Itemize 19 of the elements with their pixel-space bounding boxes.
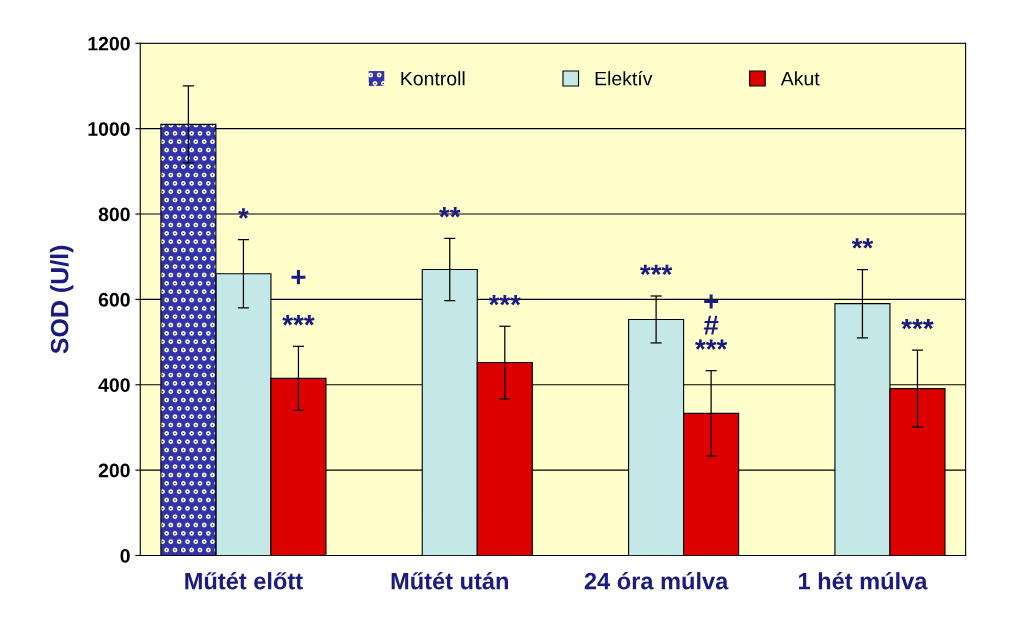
x-tick-label: 1 hét múlva [798, 571, 928, 590]
y-tick-label: 200 [98, 463, 130, 478]
y-tick-label: 0 [120, 548, 130, 563]
x-tick-label: Műtét után [391, 571, 508, 590]
data-label: ** [851, 238, 874, 249]
y-tick-label: 600 [98, 292, 130, 307]
legend-label: Akut [780, 71, 820, 86]
y-axis-title: SOD (U/l) [50, 245, 74, 354]
legend-label: Elektív [595, 70, 653, 86]
y-tick-label: 400 [98, 378, 130, 392]
x-tick-label: 24 óra múlva [584, 571, 729, 590]
data-label: + *** [282, 270, 315, 326]
x-tick-label: Műtét előtt [185, 571, 303, 590]
data-label: *** [901, 318, 934, 330]
y-tick-label: 800 [98, 207, 130, 222]
data-label: *** [639, 264, 673, 276]
y-tick-label: 1200 [88, 36, 130, 51]
legend-label: Kontroll [401, 71, 465, 86]
y-tick-label: 1000 [88, 122, 130, 136]
